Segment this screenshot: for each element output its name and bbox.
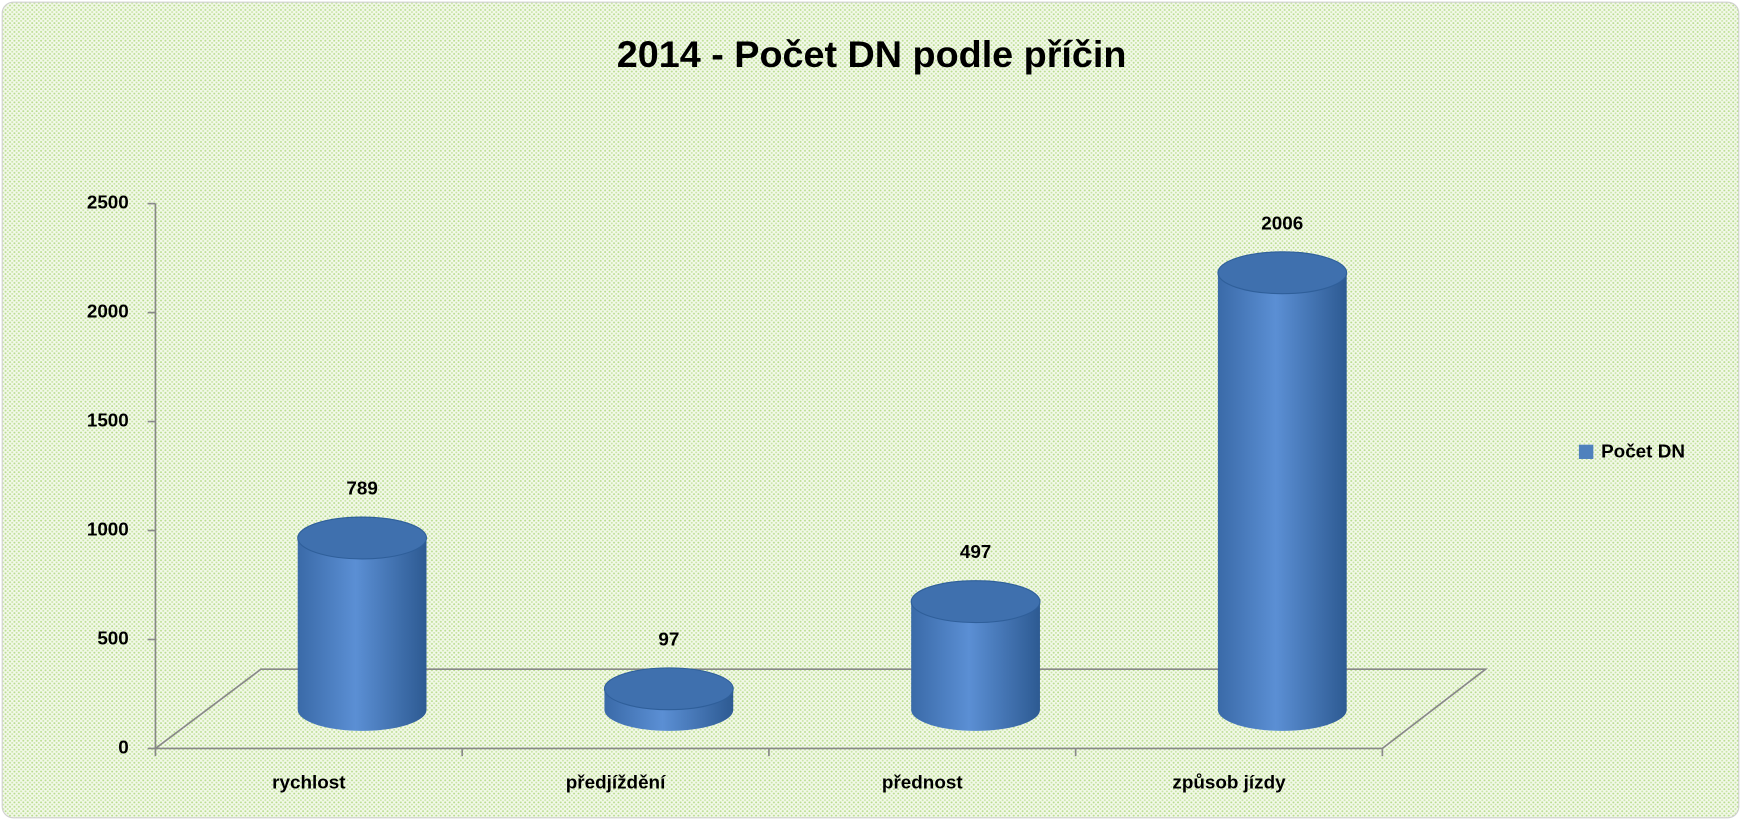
bar-top <box>910 580 1041 624</box>
bar <box>603 667 734 731</box>
bar-body <box>297 537 427 731</box>
y-tick-label: 2000 <box>87 301 129 322</box>
x-tick-label: přednost <box>882 772 963 793</box>
data-label: 789 <box>346 478 377 499</box>
x-tick-label: rychlost <box>272 772 346 793</box>
y-tick-label: 0 <box>118 736 128 757</box>
x-tick-label: předjíždění <box>566 772 666 793</box>
x-tick-label: způsob jízdy <box>1172 772 1286 793</box>
bar-body <box>1217 272 1347 731</box>
y-tick-label: 1000 <box>87 519 129 540</box>
legend-swatch <box>1578 444 1594 459</box>
bar <box>1217 251 1348 731</box>
bar-top <box>603 667 734 711</box>
bar <box>297 516 428 731</box>
bar-top <box>297 516 428 560</box>
y-tick-label: 1500 <box>87 410 129 431</box>
data-label: 2006 <box>1261 212 1303 233</box>
chart-title: 2014 - Počet DN podle příčin <box>617 33 1127 75</box>
data-label: 497 <box>960 541 991 562</box>
bar-top <box>1217 251 1348 295</box>
y-tick-label: 2500 <box>87 192 129 213</box>
floor <box>152 668 1489 750</box>
legend: Počet DN <box>1578 440 1685 461</box>
y-tick-label: 500 <box>97 628 128 649</box>
bar <box>910 580 1041 731</box>
legend-label: Počet DN <box>1601 440 1685 461</box>
bar-body <box>911 601 1040 731</box>
data-label: 97 <box>658 628 679 649</box>
